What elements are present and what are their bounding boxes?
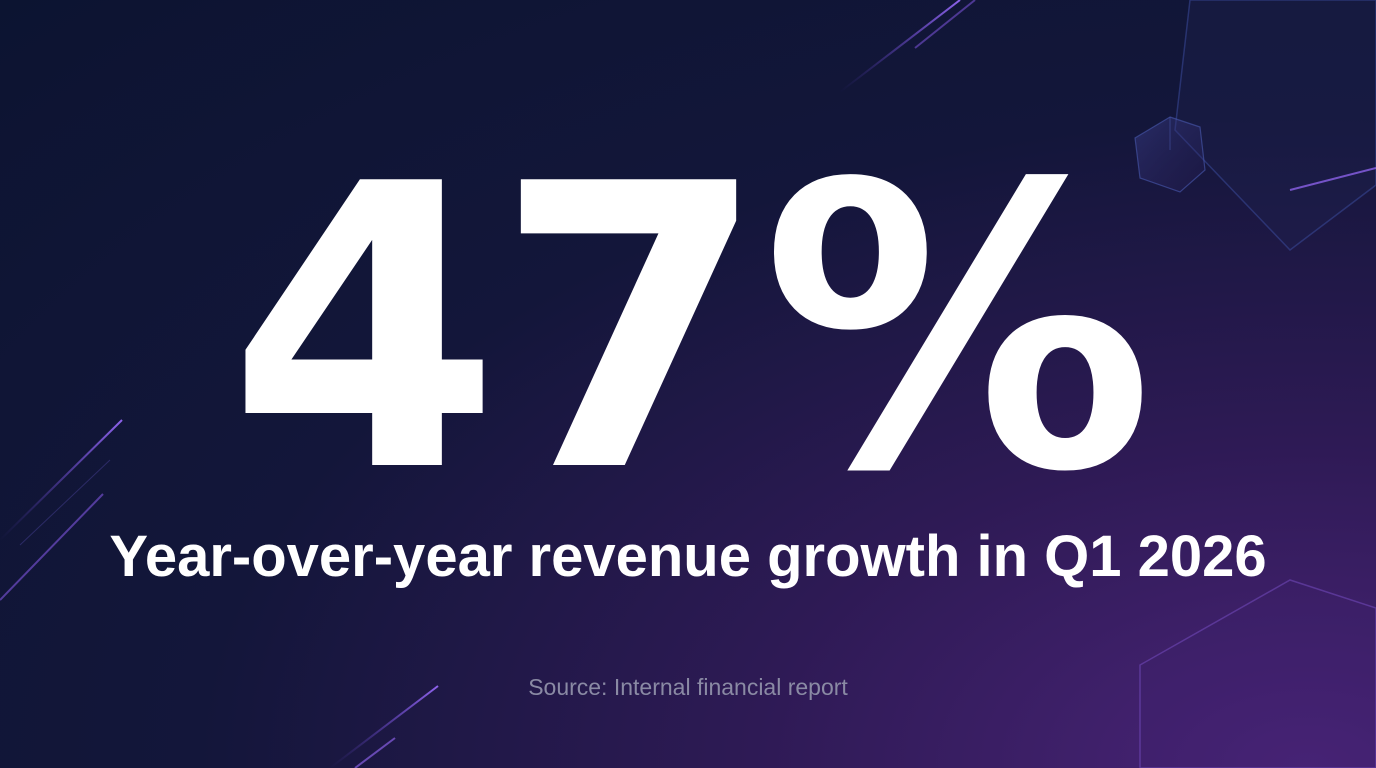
- light-streak: [1289, 167, 1376, 191]
- light-streak: [839, 0, 961, 93]
- light-streak: [354, 737, 396, 768]
- stat-caption: Year-over-year revenue growth in Q1 2026: [109, 524, 1267, 589]
- light-streak: [0, 419, 123, 541]
- light-streak: [19, 459, 111, 546]
- light-streak: [0, 493, 104, 601]
- light-streak: [914, 0, 976, 49]
- source-note: Source: Internal financial report: [528, 674, 848, 700]
- cube-shape: [1134, 116, 1206, 193]
- light-streak: [329, 685, 439, 768]
- stat-value: 47%: [227, 102, 1154, 558]
- hexagon-outline: [1174, 0, 1376, 252]
- hexagon-outline: [1139, 579, 1376, 768]
